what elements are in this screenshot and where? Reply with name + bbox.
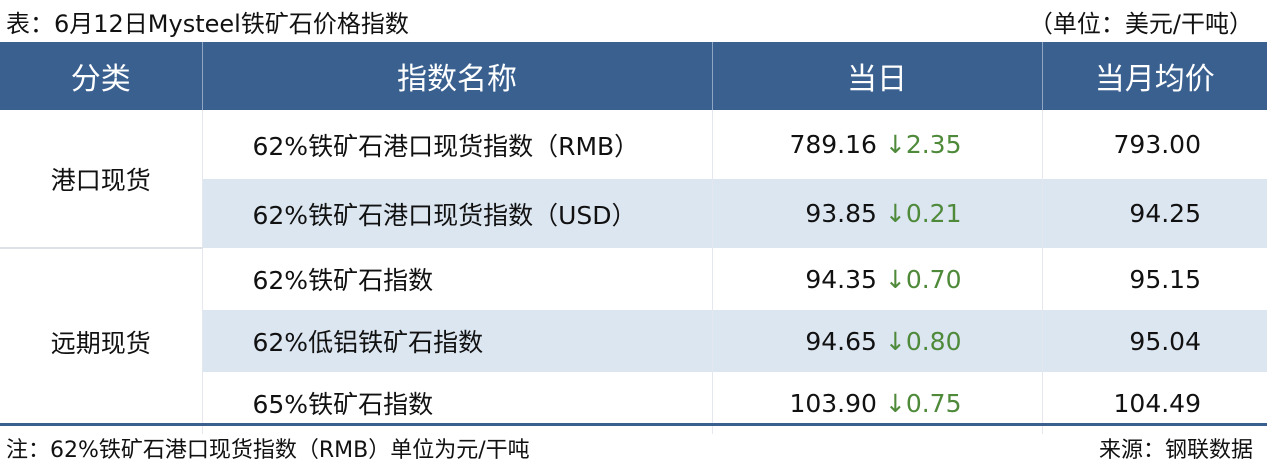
source-label: 来源：钢联数据 (1098, 438, 1253, 463)
down-arrow-icon: ↓ (884, 264, 906, 294)
today-value: 789.16 ↓2.35 (712, 110, 1043, 179)
down-arrow-icon: ↓ (884, 388, 906, 418)
category-cell: 港口现货 (0, 110, 203, 248)
index-name: 62%铁矿石指数 (202, 248, 713, 310)
today-value: 94.35 ↓0.70 (712, 248, 1043, 310)
price-index-table: 分类 指数名称 当日 当月均价 港口现货 62%铁矿石港口现货指数（RMB） 7… (0, 42, 1267, 434)
header-category: 分类 (0, 42, 203, 110)
header-name: 指数名称 (202, 42, 713, 110)
down-arrow-icon: ↓ (884, 199, 906, 228)
month-avg: 793.00 (1113, 130, 1201, 159)
month-avg: 104.49 (1113, 388, 1201, 418)
unit-label: （单位：美元/干吨） (1028, 10, 1253, 38)
down-arrow-icon: ↓ (884, 130, 906, 159)
header-row: 分类 指数名称 当日 当月均价 (0, 42, 1267, 110)
change-value: 2.35 (905, 130, 962, 159)
today-value: 94.65 ↓0.80 (712, 310, 1043, 372)
today-value: 93.85 ↓0.21 (712, 179, 1043, 248)
footnote: 注：62%铁矿石港口现货指数（RMB）单位为元/干吨 (6, 438, 530, 463)
header-month-avg: 当月均价 (1042, 42, 1267, 110)
change-value: 0.80 (905, 326, 962, 356)
index-name: 62%铁矿石港口现货指数（RMB） (202, 110, 713, 179)
table-row: 港口现货 62%铁矿石港口现货指数（RMB） 789.16 ↓2.35 793.… (0, 110, 1267, 248)
month-avg: 95.15 (1129, 264, 1201, 294)
down-arrow-icon: ↓ (884, 326, 906, 356)
header-today: 当日 (712, 42, 1043, 110)
table-title: 表：6月12日Mysteel铁矿石价格指数 (6, 10, 409, 38)
category-cell: 远期现货 (0, 247, 203, 434)
index-name: 62%铁矿石港口现货指数（USD） (202, 179, 713, 248)
table-row: 远期现货 62%铁矿石指数 94.35 ↓0.70 95.15 (0, 247, 1267, 434)
change-value: 0.75 (905, 388, 962, 418)
table-row: 62%低铝铁矿石指数 94.65 ↓0.80 95.04 (0, 310, 1267, 372)
table-row: 62%铁矿石港口现货指数（USD） 93.85 ↓0.21 94.25 (0, 179, 1267, 248)
change-value: 0.70 (905, 264, 962, 294)
month-avg: 94.25 (1042, 179, 1267, 248)
month-avg: 95.04 (1042, 310, 1267, 372)
bottom-rule (0, 423, 1267, 426)
change-value: 0.21 (905, 199, 962, 228)
index-name: 62%低铝铁矿石指数 (202, 310, 713, 372)
